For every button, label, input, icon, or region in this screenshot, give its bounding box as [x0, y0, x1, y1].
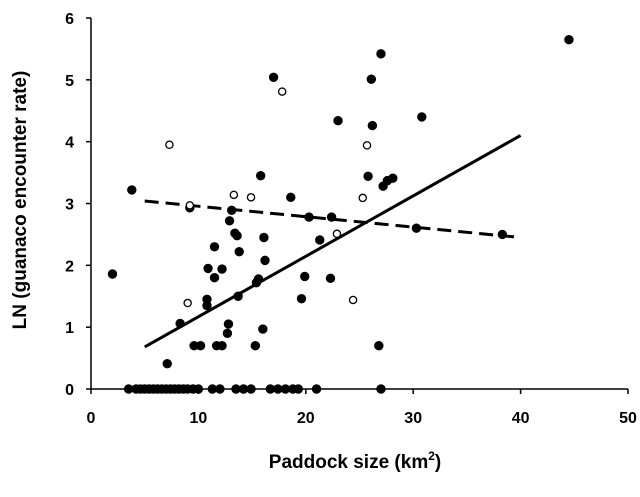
filled-data-point — [217, 264, 227, 274]
filled-data-point — [374, 341, 384, 351]
filled-data-point — [202, 300, 212, 311]
x-tick-label: 30 — [404, 410, 422, 427]
filled-data-point — [195, 341, 206, 351]
filled-data-point — [325, 273, 336, 284]
open-data-point — [332, 229, 342, 239]
filled-data-point — [234, 247, 244, 257]
filled-data-point — [333, 115, 343, 126]
filled-data-point — [209, 242, 220, 252]
x-tick-labels: 0 10 20 30 40 50 — [87, 410, 637, 427]
open-data-point — [362, 141, 372, 150]
open-data-point — [183, 298, 192, 308]
trend-line-solid — [143, 134, 522, 349]
axes — [86, 17, 629, 394]
filled-data-point — [246, 384, 256, 394]
y-axis-title: LN (guanaco encounter rate) — [10, 71, 31, 330]
filled-data-point — [223, 319, 234, 329]
filled-data-point — [293, 384, 303, 394]
filled-data-point — [363, 171, 373, 181]
filled-data-point — [203, 263, 213, 274]
data-points — [107, 34, 574, 394]
x-axis-title-superscript: 2 — [428, 449, 435, 463]
filled-data-point — [304, 212, 314, 222]
filled-data-point — [255, 170, 266, 181]
filled-data-point — [376, 384, 386, 394]
filled-data-point — [217, 341, 227, 351]
filled-data-point — [417, 112, 427, 122]
open-data-point — [277, 87, 287, 96]
filled-data-point — [209, 273, 220, 283]
filled-data-point — [215, 384, 225, 394]
filled-data-point — [162, 358, 172, 369]
filled-data-point — [193, 384, 204, 394]
filled-data-point — [411, 223, 422, 233]
filled-data-point — [376, 49, 386, 59]
filled-data-point — [233, 291, 243, 301]
y-tick-label: 0 — [65, 382, 74, 399]
filled-data-point — [367, 120, 378, 131]
filled-data-point — [224, 216, 235, 226]
filled-data-point — [222, 328, 233, 339]
y-tick-labels: 0 1 2 3 4 5 6 — [65, 11, 74, 399]
filled-data-point — [260, 255, 270, 266]
open-data-point — [229, 190, 239, 200]
y-tick-label: 2 — [65, 258, 74, 275]
filled-data-point — [268, 72, 279, 83]
trend-lines — [143, 134, 522, 349]
filled-data-point — [259, 232, 269, 243]
filled-data-point — [250, 341, 261, 351]
y-tick-label: 1 — [65, 320, 74, 337]
filled-data-point — [107, 269, 118, 279]
x-tick-label: 20 — [297, 410, 315, 427]
filled-data-point — [226, 205, 237, 216]
filled-data-point — [232, 230, 242, 241]
x-axis-title: Paddock size (km2) — [269, 449, 441, 473]
filled-data-point — [127, 185, 137, 195]
y-tick-label: 6 — [65, 11, 74, 28]
y-tick-label: 4 — [65, 135, 74, 152]
filled-data-point — [175, 318, 185, 329]
filled-data-point — [497, 229, 508, 240]
y-tick-label: 5 — [65, 73, 74, 90]
x-tick-label: 0 — [87, 410, 96, 427]
filled-data-point — [315, 235, 325, 245]
filled-data-point — [300, 271, 310, 282]
open-data-point — [165, 140, 174, 150]
filled-data-point — [366, 74, 377, 84]
filled-data-point — [253, 274, 264, 284]
filled-data-point — [326, 212, 337, 222]
filled-data-point — [296, 294, 307, 304]
filled-data-point — [286, 192, 296, 203]
x-axis-title-suffix: ) — [435, 452, 441, 473]
open-data-point — [348, 295, 358, 305]
open-data-point — [246, 193, 256, 202]
y-tick-label: 3 — [65, 197, 74, 214]
x-tick-label: 40 — [512, 410, 530, 427]
filled-data-point — [258, 324, 268, 334]
x-tick-label: 10 — [190, 410, 208, 427]
filled-data-point — [564, 34, 574, 45]
open-data-point — [358, 193, 367, 203]
x-tick-label: 50 — [619, 410, 637, 427]
filled-data-point — [311, 384, 322, 394]
filled-data-point — [388, 173, 398, 183]
open-data-point — [185, 201, 195, 210]
x-axis-title-main: Paddock size (km — [269, 452, 428, 473]
